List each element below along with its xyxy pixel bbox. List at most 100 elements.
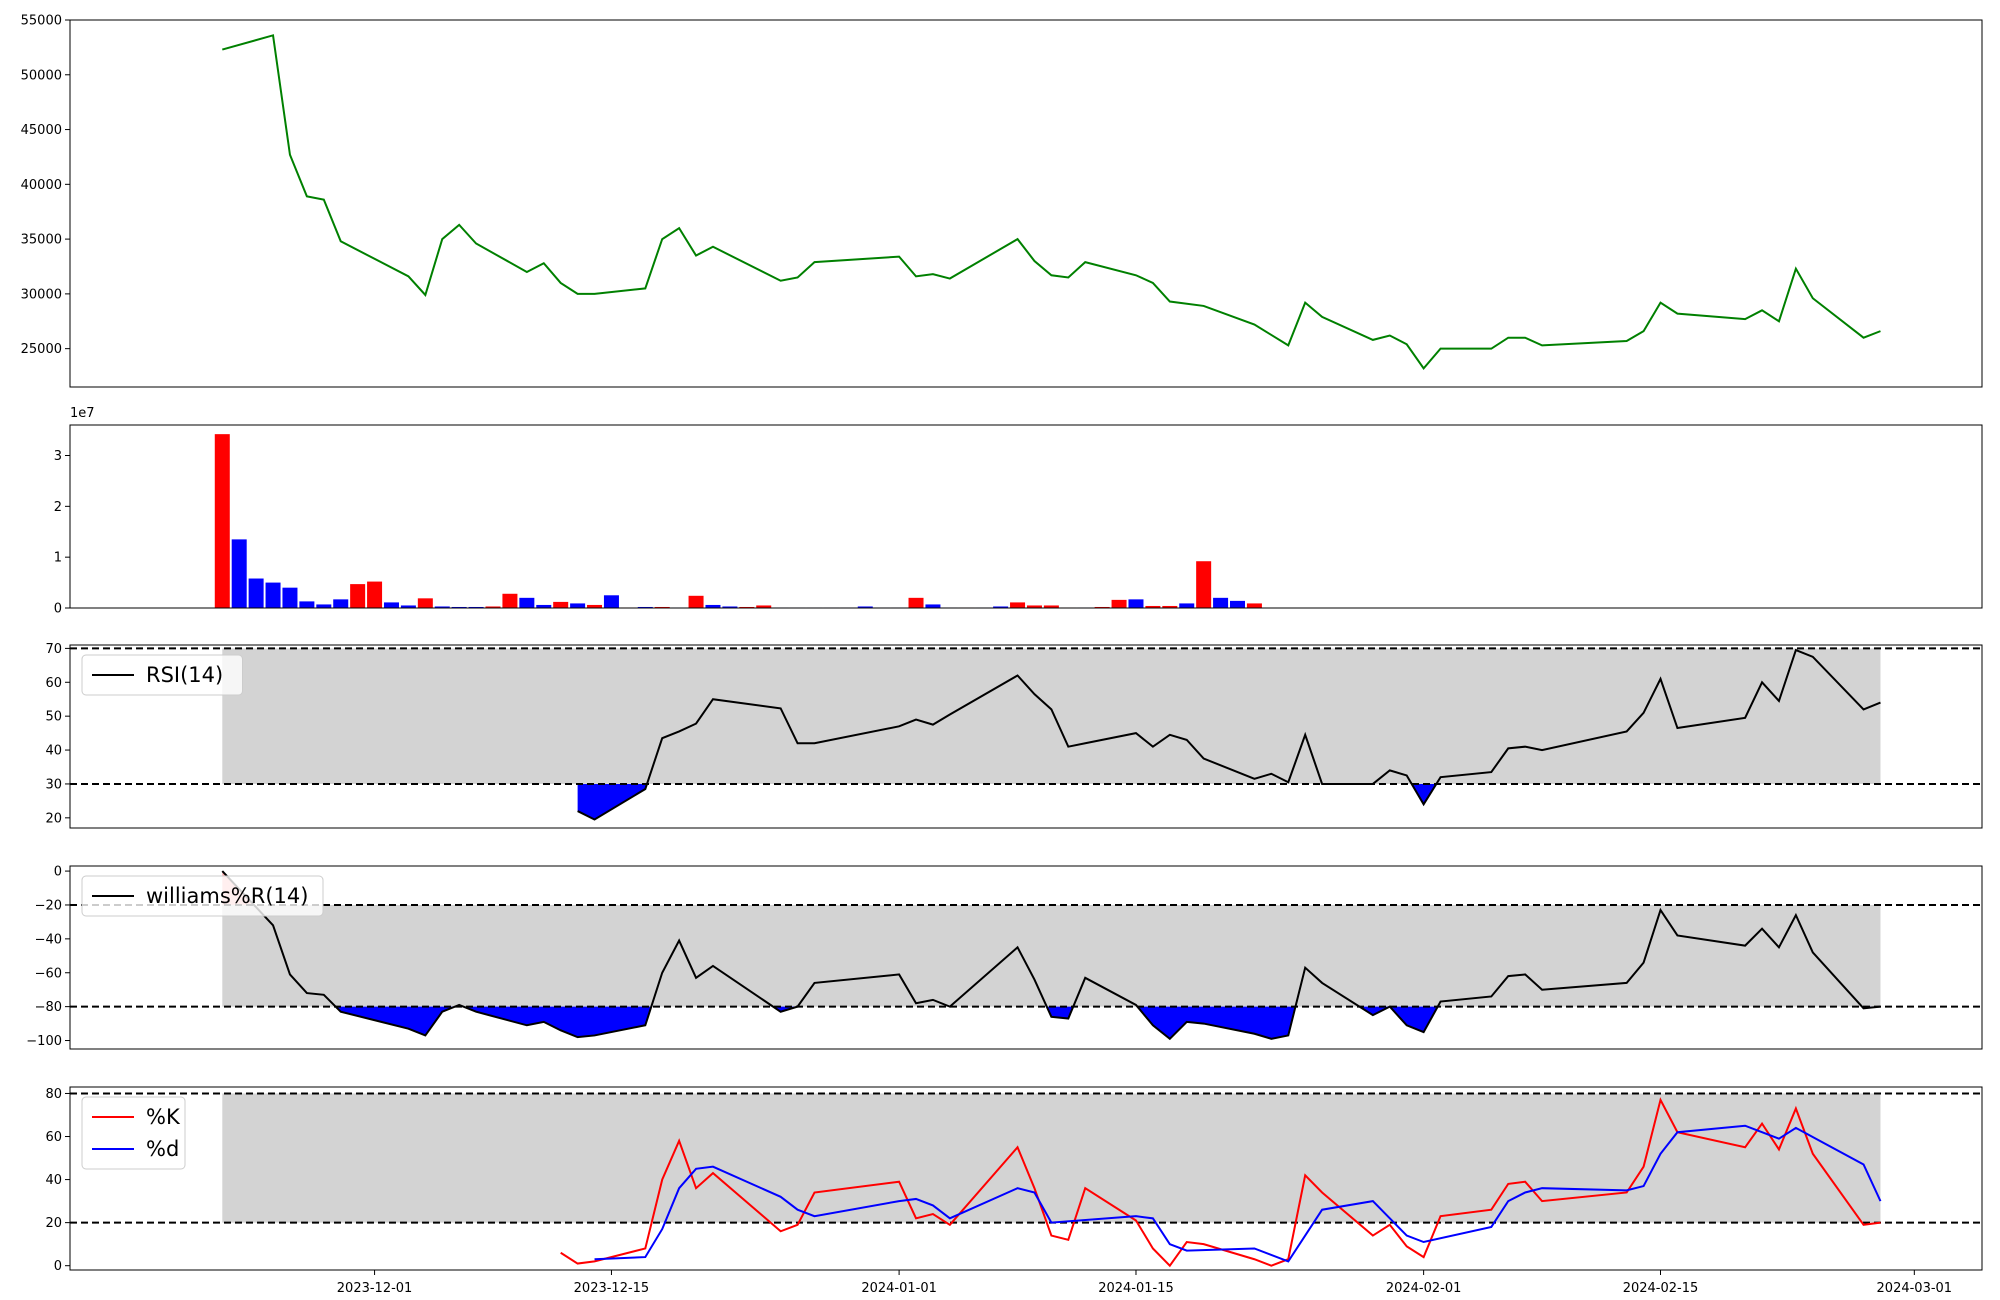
stochastic-band <box>222 1093 1881 1223</box>
y-tick-label: 20 <box>45 1216 62 1231</box>
volume-bar <box>570 603 586 608</box>
volume-bar <box>1094 606 1110 608</box>
williams-panel: −100 −80 −60 −40 −20 0 williams%R(14) <box>26 865 1983 1050</box>
legend-label: %d <box>146 1137 179 1161</box>
volume-bar <box>248 578 264 608</box>
volume-bar <box>485 606 501 608</box>
axes-frame <box>69 865 1983 1050</box>
volume-panel: 0 1 2 3 1e7 <box>54 406 1983 617</box>
y-tick-label: 35000 <box>21 233 62 248</box>
volume-bar <box>451 606 467 608</box>
rsi-oversold-fill <box>577 783 647 820</box>
y-tick-label: 20 <box>45 811 62 826</box>
volume-bar <box>400 605 416 608</box>
x-tick-label: 2023-12-15 <box>574 1281 650 1296</box>
volume-bar <box>993 606 1009 608</box>
rsi-oversold-fill <box>1411 783 1437 805</box>
volume-bar <box>367 581 383 608</box>
volume-bar <box>299 601 315 608</box>
volume-bar <box>688 595 704 608</box>
x-tick-label: 2024-02-15 <box>1623 1281 1699 1296</box>
volume-bar <box>1010 602 1026 608</box>
axes-frame <box>69 644 1983 829</box>
volume-bar <box>857 606 873 608</box>
y-tick-label: 1 <box>54 551 62 566</box>
stochastic-line-k <box>560 1097 1881 1268</box>
volume-bar <box>722 606 738 608</box>
volume-bar <box>654 606 670 608</box>
volume-bar <box>637 606 653 608</box>
y-tick-label: 30000 <box>21 287 62 302</box>
volume-bar <box>756 605 772 608</box>
volume-bar <box>1230 600 1245 608</box>
y-tick-label: 0 <box>54 602 62 617</box>
price-panel: 25000 30000 35000 40000 45000 50000 55000 <box>21 14 1983 388</box>
volume-bar <box>1179 603 1195 608</box>
volume-bar <box>1128 599 1144 608</box>
y-tick-label: −80 <box>35 1000 62 1015</box>
legend-box <box>81 654 243 696</box>
y-tick-label: 40 <box>45 1173 62 1188</box>
williams-oversold-fill <box>463 1006 652 1038</box>
volume-bar <box>383 602 399 608</box>
x-tick-label: 2024-02-01 <box>1386 1281 1462 1296</box>
y-tick-label: −100 <box>26 1034 62 1049</box>
y-tick-label: 2 <box>54 500 62 515</box>
y-tick-label: 40 <box>45 744 62 759</box>
volume-bar <box>1026 605 1042 608</box>
volume-bar <box>705 604 721 608</box>
y-tick-label: 60 <box>45 1130 62 1145</box>
axes-frame <box>69 19 1983 388</box>
volume-bar <box>587 604 603 608</box>
volume-bar <box>536 604 552 608</box>
stochastic-panel: 0 20 40 60 80 %K %d 2023-12-01 2023-12-15 2024-01… <box>45 1086 1983 1296</box>
volume-bar <box>1111 599 1127 608</box>
y-tick-label: 50 <box>45 710 62 725</box>
legend: %K %d <box>81 1096 186 1170</box>
y-tick-label: 80 <box>45 1087 62 1102</box>
y-tick-label: 30 <box>45 777 62 792</box>
rsi-line <box>577 648 1881 821</box>
volume-offset-label: 1e7 <box>70 406 95 421</box>
volume-bar <box>1145 605 1161 608</box>
legend-label: williams%R(14) <box>146 884 308 908</box>
legend-label: %K <box>146 1105 181 1129</box>
volume-bar <box>333 599 349 608</box>
x-tick-label: 2023-12-01 <box>337 1281 413 1296</box>
volume-bar <box>1213 597 1229 608</box>
y-tick-label: 45000 <box>21 123 62 138</box>
williams-oversold-fill <box>1046 1006 1074 1019</box>
williams-oversold-fill <box>1359 1006 1438 1033</box>
y-tick-label: −40 <box>35 932 62 947</box>
volume-bar <box>231 539 247 609</box>
volume-bar <box>1196 561 1212 608</box>
volume-bar <box>417 598 433 608</box>
x-tick-label: 2024-01-15 <box>1098 1281 1174 1296</box>
axes-frame <box>69 1086 1983 1271</box>
y-tick-label: 60 <box>45 676 62 691</box>
y-tick-label: −20 <box>35 898 62 913</box>
legend: RSI(14) <box>81 654 243 696</box>
rsi-panel: 20 30 40 50 60 70 RSI(14) <box>45 642 1983 829</box>
legend-box <box>81 1096 186 1170</box>
volume-bar <box>553 601 569 608</box>
volume-bar <box>925 604 941 608</box>
volume-bar <box>282 587 298 608</box>
volume-bar <box>265 582 281 608</box>
volume-bar <box>908 597 924 608</box>
williams-band <box>222 904 1881 1007</box>
legend-label: RSI(14) <box>146 663 223 687</box>
y-tick-label: 70 <box>45 642 62 657</box>
williams-oversold-fill <box>335 1006 455 1036</box>
williams-line <box>221 870 1881 1041</box>
y-tick-label: 0 <box>54 1259 62 1274</box>
x-tick-label: 2024-01-01 <box>861 1281 937 1296</box>
stochastic-line-d <box>594 1124 1882 1263</box>
volume-bar <box>214 434 230 608</box>
volume-bar <box>468 606 484 608</box>
volume-bar <box>519 597 535 608</box>
volume-bar <box>502 593 518 608</box>
x-tick-label: 2024-03-01 <box>1877 1281 1953 1296</box>
y-tick-label: 55000 <box>21 14 62 29</box>
